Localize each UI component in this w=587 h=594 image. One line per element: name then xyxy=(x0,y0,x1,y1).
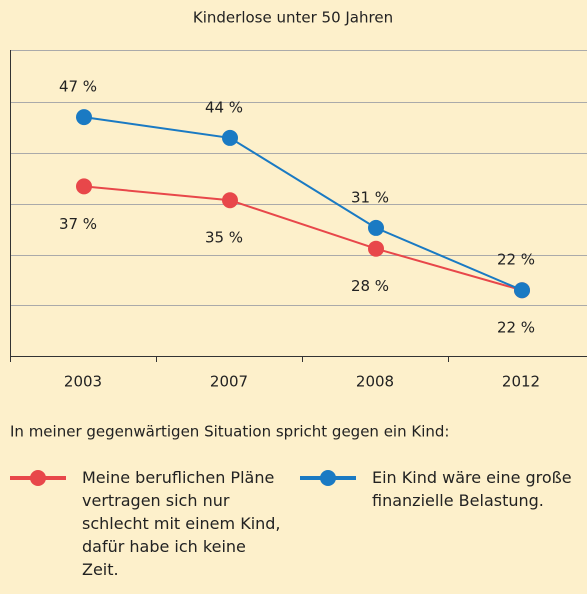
frame xyxy=(10,50,587,362)
legend-label: Ein Kind wäre eine große finanzielle Bel… xyxy=(372,468,572,510)
point xyxy=(222,129,238,146)
data-label: 31 % xyxy=(351,188,389,206)
point xyxy=(368,240,384,257)
data-label: 37 % xyxy=(59,215,97,233)
series-line xyxy=(83,185,523,292)
data-label: 35 % xyxy=(205,229,243,247)
data-label: 44 % xyxy=(205,98,243,116)
chart-title: Kinderlose unter 50 Jahren xyxy=(193,9,393,27)
legend-dot xyxy=(320,470,336,486)
legend-label: Meine beruflichen Pläne vertragen sich n… xyxy=(82,468,281,579)
point xyxy=(76,178,92,195)
subtitle: In meiner gegenwärtigen Situation sprich… xyxy=(10,423,449,441)
x-tick-label: 2008 xyxy=(356,373,394,391)
x-tick-label: 2007 xyxy=(210,373,248,391)
point xyxy=(514,282,530,299)
x-tick-label: 2003 xyxy=(64,373,102,391)
series-line xyxy=(83,116,523,292)
data-label: 47 % xyxy=(59,78,97,96)
point xyxy=(76,109,92,126)
data-label: 22 % xyxy=(497,251,535,269)
data-label: 28 % xyxy=(351,277,389,295)
point xyxy=(222,192,238,209)
x-tick-label: 2012 xyxy=(502,373,540,391)
point xyxy=(368,219,384,236)
data-label: 22 % xyxy=(497,319,535,337)
legend-dot xyxy=(30,470,46,486)
